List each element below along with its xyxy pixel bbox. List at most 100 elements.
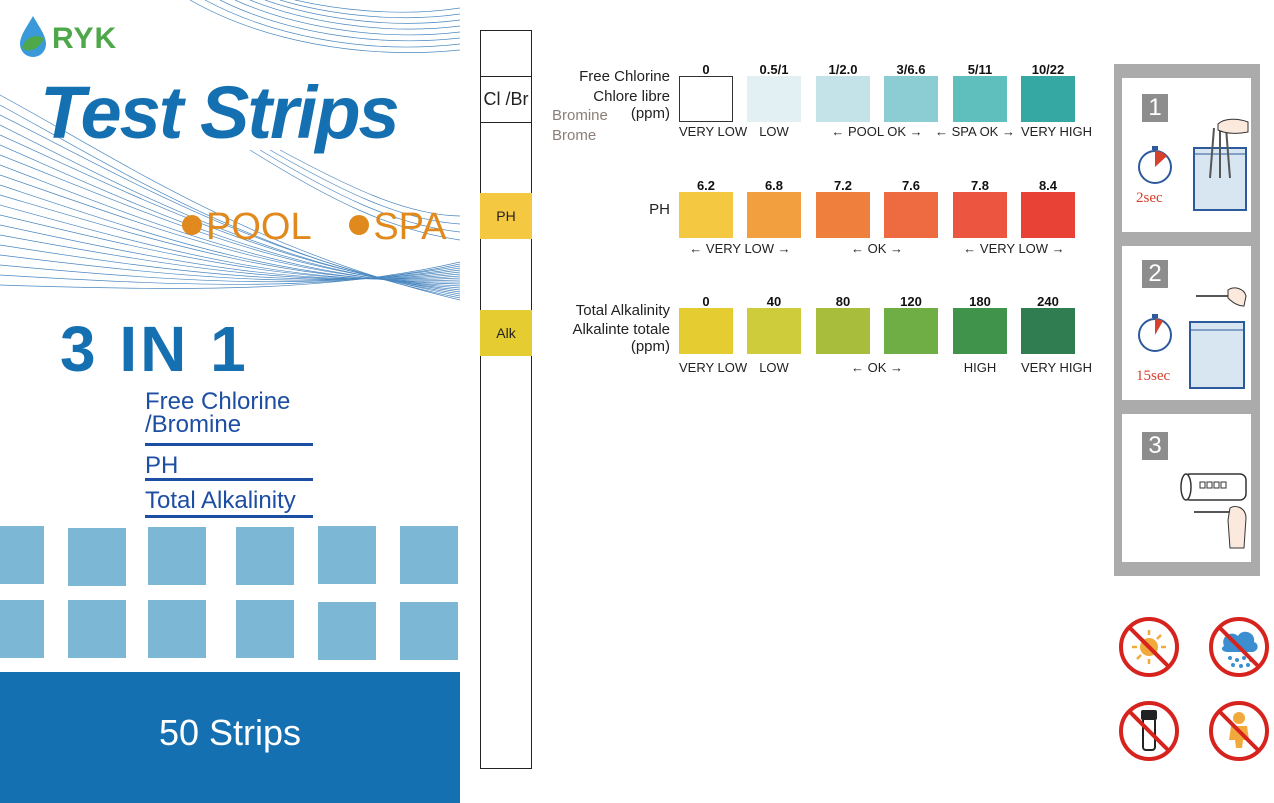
- ph-caption: ← VERY LOW →: [963, 241, 1065, 256]
- ph-swatch: [747, 192, 801, 238]
- chlorine-swatch: [816, 76, 870, 122]
- alkalinity-value: 180: [969, 294, 991, 309]
- alkalinity-label: Total Alkalinity: [575, 302, 670, 319]
- chlorine-caption: VERY LOW: [679, 124, 748, 139]
- alkalinity-swatch: [1021, 308, 1075, 354]
- bullet-icon: [349, 214, 370, 235]
- chlorine-value: 5/11: [967, 62, 993, 77]
- feature-bromine: /Bromine: [145, 411, 242, 438]
- leaf-drop-icon: [20, 16, 46, 57]
- divider: [145, 443, 313, 446]
- chlorine-unit: (ppm): [630, 105, 670, 122]
- decor-square: [0, 526, 44, 584]
- ph-caption: ← VERY LOW →: [689, 241, 791, 256]
- divider: [145, 515, 313, 518]
- alkalinity-swatch: [884, 308, 938, 354]
- alkalinity-value: 80: [835, 294, 851, 309]
- ph-value: 7.6: [901, 178, 921, 193]
- ph-swatch: [884, 192, 938, 238]
- ph-value: 6.8: [764, 178, 784, 193]
- ph-caption: ← OK →: [850, 241, 903, 256]
- chlorine-value: 1/2.0: [828, 62, 858, 77]
- decor-square: [318, 526, 376, 584]
- spa-label: SPA: [373, 206, 447, 248]
- step-number: 2: [1142, 260, 1168, 288]
- alkalinity-caption: VERY HIGH: [1021, 360, 1093, 375]
- chlorine-swatch: [679, 76, 733, 122]
- step-1: 1 2sec: [1122, 78, 1251, 232]
- step-time: 15sec: [1136, 368, 1171, 384]
- decor-square: [68, 528, 126, 586]
- decor-square: [68, 600, 126, 658]
- chlorine-swatch: [884, 76, 938, 122]
- step-time: 2sec: [1136, 190, 1163, 206]
- strip-pad-alk: Alk: [480, 310, 532, 356]
- bullet-icon: [182, 214, 202, 235]
- count-banner: [0, 672, 460, 803]
- divider: [145, 478, 313, 481]
- wave-graphic: [0, 0, 460, 301]
- decor-square: [0, 600, 44, 658]
- ph-value: 7.2: [833, 178, 853, 193]
- feature-ph: PH: [145, 452, 179, 479]
- alkalinity-label-fr: Alkalinte totale: [572, 321, 670, 338]
- no-bottle-icon: [1119, 701, 1179, 761]
- alkalinity-swatch: [816, 308, 870, 354]
- brand-logo: RYK: [52, 22, 118, 55]
- alkalinity-value: 240: [1037, 294, 1059, 309]
- dip-strip-icon: [1193, 118, 1249, 211]
- alkalinity-value: 40: [766, 294, 782, 309]
- alkalinity-unit: (ppm): [630, 338, 670, 355]
- chlorine-caption: VERY HIGH: [1021, 124, 1093, 139]
- strip-pad-ph: PH: [480, 193, 532, 239]
- no-rain-icon: [1209, 617, 1269, 677]
- ph-value: 7.8: [970, 178, 990, 193]
- decor-square: [400, 602, 458, 660]
- ph-value: 8.4: [1038, 178, 1058, 193]
- feature-alkalinity: Total Alkalinity: [145, 487, 296, 514]
- alkalinity-caption: HIGH: [963, 360, 997, 375]
- feature-free-chlorine: Free Chlorine: [145, 388, 291, 415]
- chlorine-swatch: [953, 76, 1007, 122]
- ph-swatch: [679, 192, 733, 238]
- headline-3in1: 3 IN 1: [60, 313, 249, 385]
- bromine-label: Bromine: [552, 107, 608, 124]
- chlorine-label: Free Chlorine: [579, 68, 670, 85]
- chlorine-caption: ← SPA OK →: [935, 124, 1015, 139]
- ph-label: PH: [649, 201, 670, 218]
- ph-swatch: [1021, 192, 1075, 238]
- step-number: 1: [1142, 94, 1168, 122]
- chlorine-caption: LOW: [759, 124, 789, 139]
- chlorine-caption: ← POOL OK →: [831, 124, 923, 139]
- strip-pad-chlorine: Cl /Br: [480, 76, 532, 123]
- chlorine-value: 0.5/1: [759, 62, 789, 77]
- ph-swatch: [816, 192, 870, 238]
- ph-swatch: [953, 192, 1007, 238]
- timer-icon: [1138, 146, 1172, 184]
- alkalinity-swatch: [953, 308, 1007, 354]
- compare-strip-icon: [1180, 473, 1247, 549]
- no-sun-icon: [1119, 617, 1179, 677]
- step-number: 3: [1142, 432, 1168, 460]
- chlorine-value: 0: [702, 62, 710, 77]
- step-3: 3: [1122, 414, 1251, 562]
- alkalinity-swatch: [679, 308, 733, 354]
- pool-spa-label: POOL SPA: [182, 206, 447, 249]
- chlorine-value: 3/6.6: [896, 62, 926, 77]
- chlorine-value: 10/22: [1031, 62, 1065, 77]
- alkalinity-caption: VERY LOW: [679, 360, 748, 375]
- alkalinity-value: 0: [702, 294, 710, 309]
- ph-value: 6.2: [696, 178, 716, 193]
- no-child-icon: [1209, 701, 1269, 761]
- step-2: 2 15sec: [1122, 246, 1251, 400]
- decor-square: [236, 600, 294, 658]
- alkalinity-caption: LOW: [759, 360, 789, 375]
- decor-square: [400, 526, 458, 584]
- alkalinity-swatch: [747, 308, 801, 354]
- timer-icon: [1138, 314, 1172, 352]
- decor-square: [148, 600, 206, 658]
- decor-square: [236, 527, 294, 585]
- package-front: RYK Test Strips POOL SPA 3 IN 1 Free Chl…: [0, 0, 460, 803]
- chlorine-swatch: [747, 76, 801, 122]
- decor-square: [318, 602, 376, 660]
